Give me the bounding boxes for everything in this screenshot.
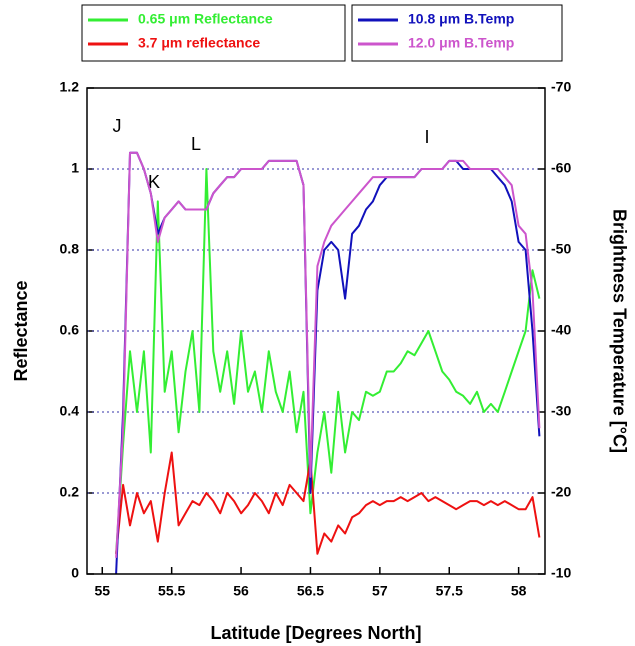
x-tick-label: 55.5 <box>158 583 185 599</box>
y2-tick-label: -30 <box>551 403 571 419</box>
y-tick-label: 0.2 <box>60 484 80 500</box>
y2-axis-label: Brightness Temperature [°C] <box>609 209 629 453</box>
x-tick-label: 56.5 <box>297 583 324 599</box>
annotation: L <box>191 134 201 154</box>
legend-box <box>351 4 563 62</box>
annotation: I <box>424 127 429 147</box>
x-tick-label: 57.5 <box>436 583 463 599</box>
y-tick-label: 1.2 <box>60 79 80 95</box>
y2-tick-label: -10 <box>551 565 571 581</box>
y2-tick-label: -60 <box>551 160 571 176</box>
series-line <box>115 451 541 555</box>
series-line <box>115 168 541 554</box>
y-tick-label: 0.6 <box>60 322 80 338</box>
x-axis-label: Latitude [Degrees North] <box>210 623 421 643</box>
legend-label: 10.8 μm B.Temp <box>408 11 514 27</box>
y2-tick-label: -70 <box>551 79 571 95</box>
x-tick-label: 58 <box>511 583 527 599</box>
y-tick-label: 0.4 <box>60 403 80 419</box>
series-line <box>115 151 541 558</box>
x-tick-label: 55 <box>94 583 110 599</box>
y2-tick-label: -20 <box>551 484 571 500</box>
y-tick-label: 0.8 <box>60 241 80 257</box>
y-axis-label: Reflectance <box>11 280 31 381</box>
y2-tick-label: -40 <box>551 322 571 338</box>
y-tick-label: 1 <box>71 160 79 176</box>
annotation: K <box>148 172 160 192</box>
legend-label: 0.65 μm Reflectance <box>138 11 273 27</box>
y-tick-label: 0 <box>71 565 79 581</box>
annotation: J <box>113 116 122 136</box>
series-line <box>115 151 541 575</box>
x-tick-label: 57 <box>372 583 388 599</box>
y2-tick-label: -50 <box>551 241 571 257</box>
plot-frame <box>86 87 546 575</box>
legend-label: 3.7 μm reflectance <box>138 35 260 51</box>
legend-label: 12.0 μm B.Temp <box>408 35 514 51</box>
x-tick-label: 56 <box>233 583 249 599</box>
legend-box <box>81 4 346 62</box>
